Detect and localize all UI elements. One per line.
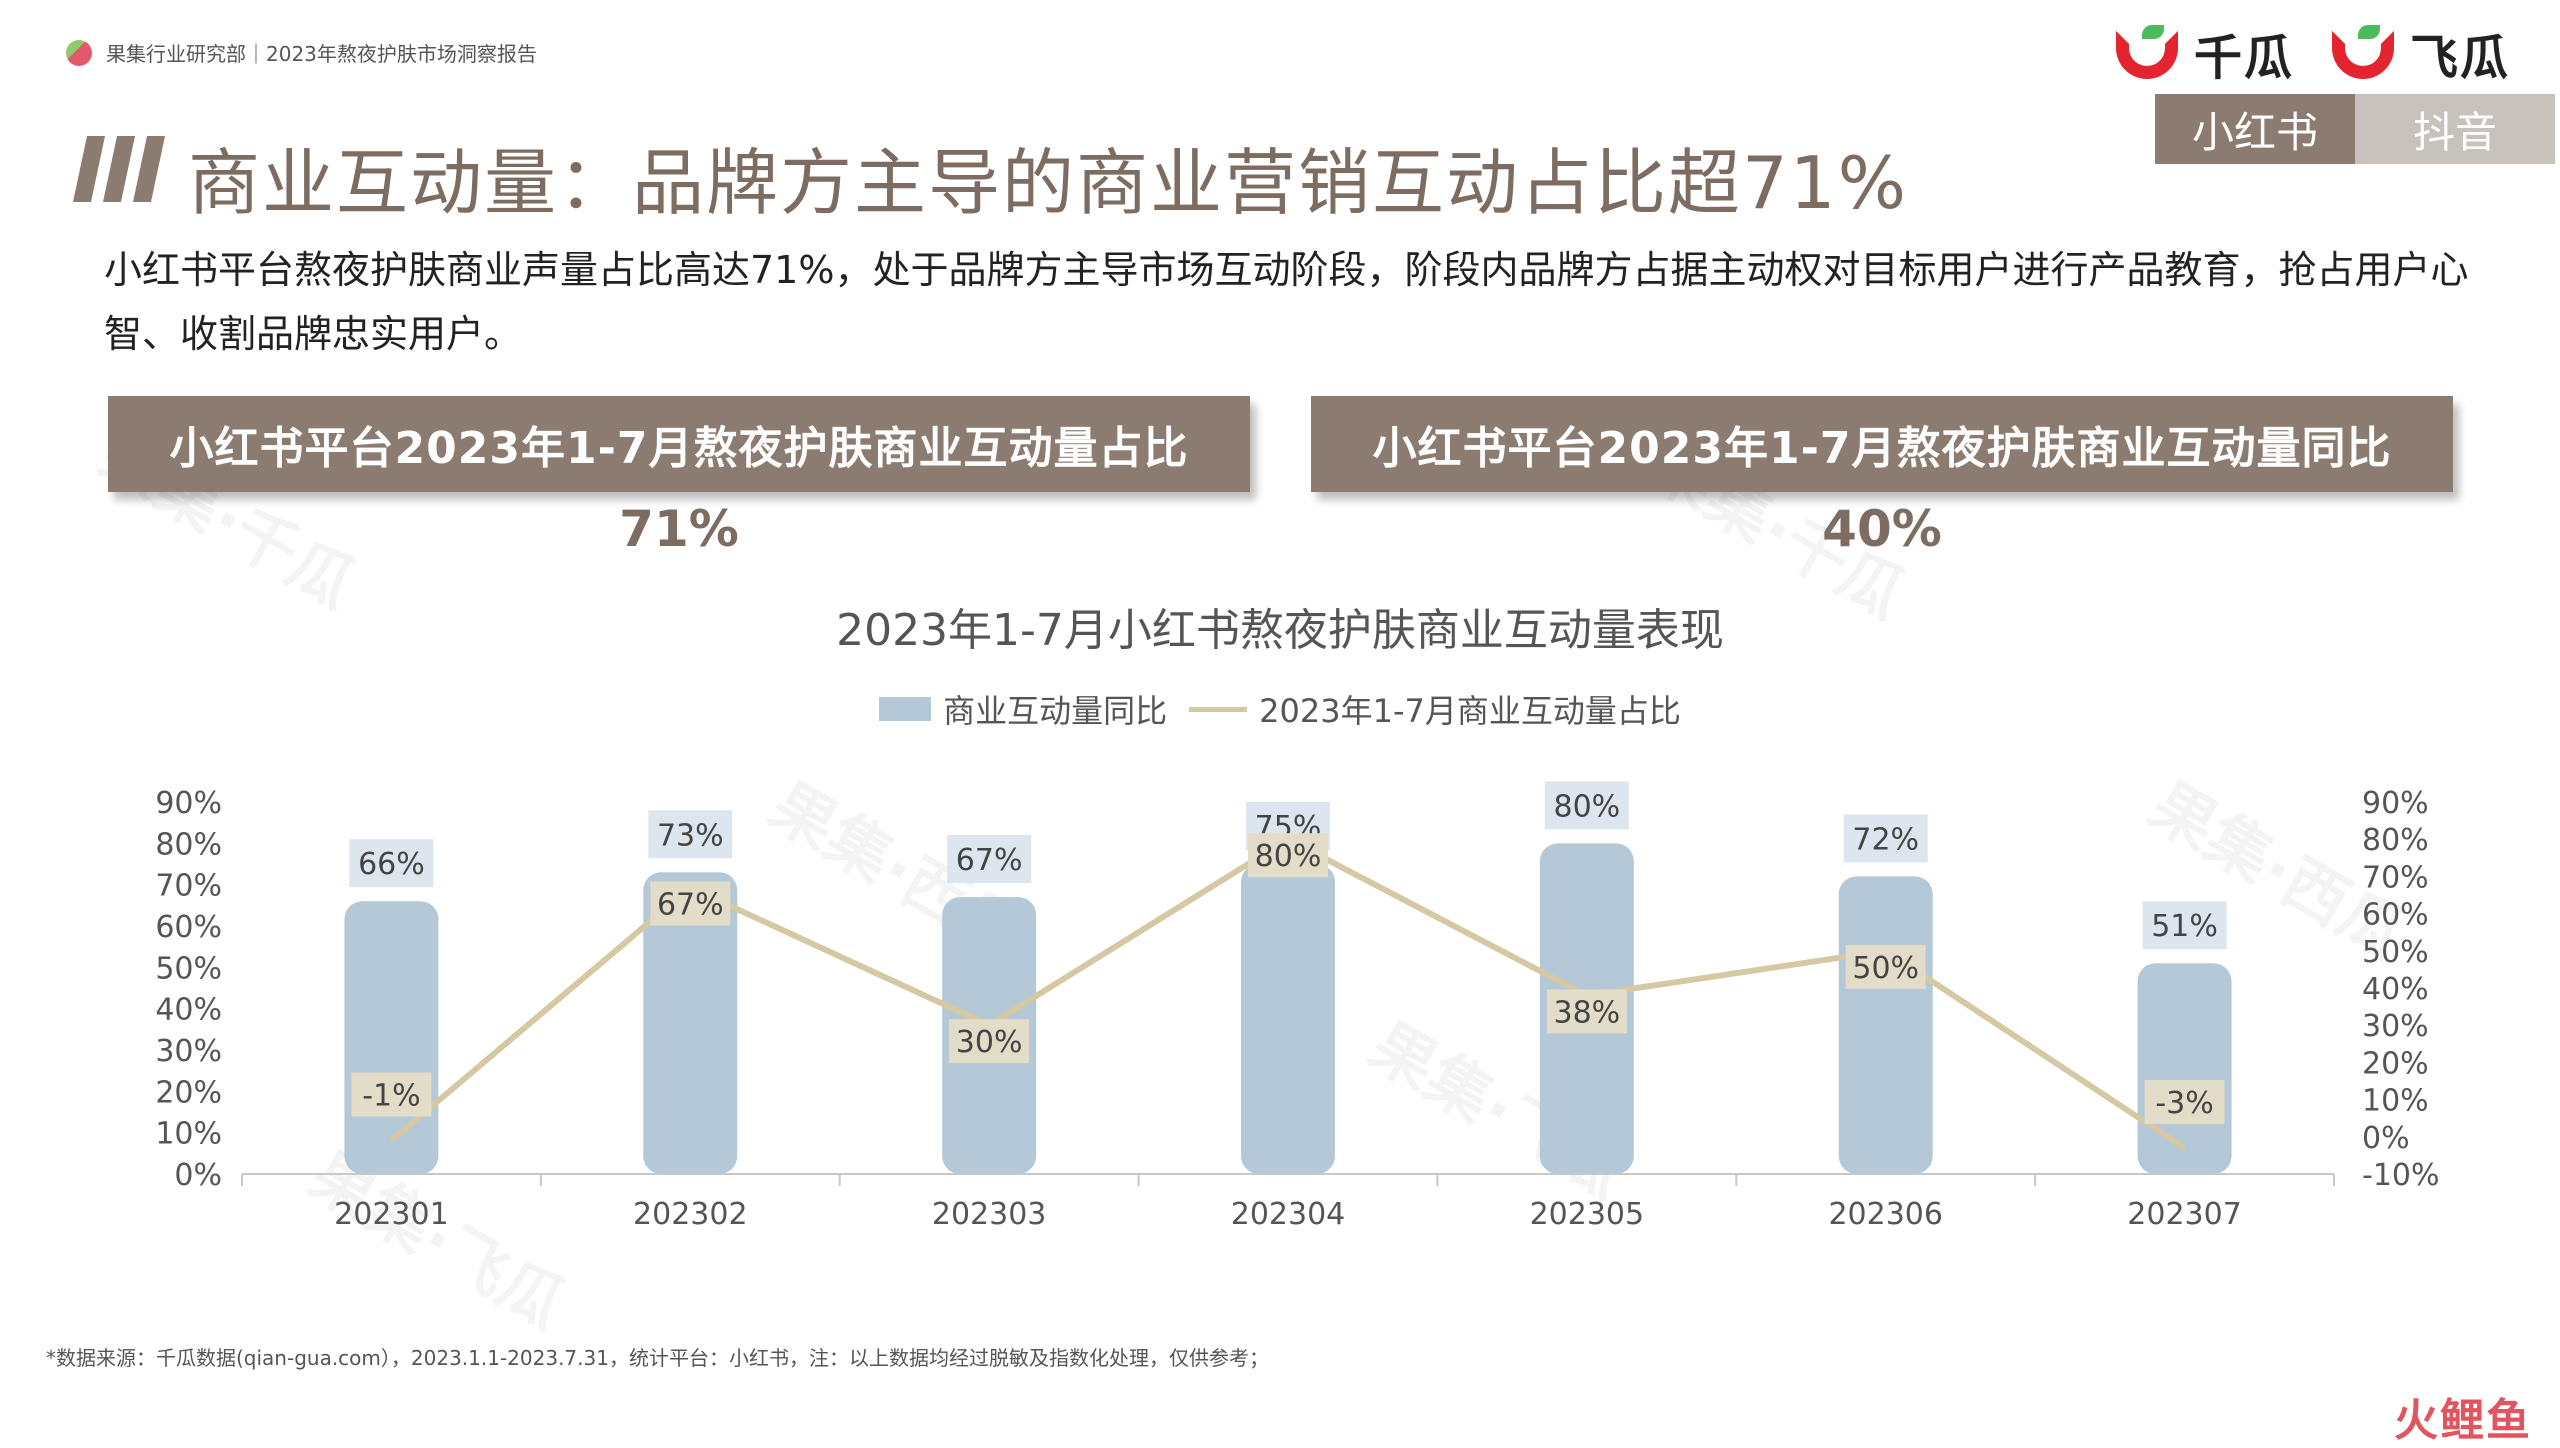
line-data-label: 80%	[1255, 839, 1322, 874]
line-label-bg	[650, 881, 731, 926]
bar	[344, 901, 439, 1174]
bar-label-bg	[947, 835, 1032, 884]
bar-label-bg	[2142, 901, 2227, 950]
bar-data-label: 72%	[1852, 822, 1919, 857]
melon-logo-icon	[2112, 25, 2186, 81]
x-tick-label: 202304	[1231, 1197, 1346, 1232]
legend-bar-label: 商业互动量同比	[943, 692, 1168, 730]
bar	[643, 872, 738, 1174]
line-label-bg	[1546, 989, 1627, 1034]
line-label-bg	[2144, 1079, 2225, 1124]
bar-data-label: 80%	[1554, 789, 1621, 824]
y-right-tick-label: 70%	[2362, 860, 2429, 895]
y-left-tick-label: 70%	[155, 869, 222, 904]
y-right-tick-label: 30%	[2362, 1009, 2429, 1044]
y-right-tick-label: 90%	[2362, 786, 2429, 821]
y-right-tick-label: 50%	[2362, 935, 2429, 970]
tab-douyin[interactable]: 抖音	[2355, 94, 2555, 164]
x-tick-label: 202307	[2127, 1197, 2242, 1232]
y-right-tick-label: 60%	[2362, 898, 2429, 933]
y-left-tick-label: 0%	[174, 1158, 222, 1193]
line-data-label: 38%	[1554, 995, 1621, 1030]
y-right-tick-label: 40%	[2362, 972, 2429, 1007]
line-label-bg	[351, 1072, 432, 1117]
bar-data-label: 66%	[358, 847, 425, 882]
bar-label-bg	[648, 810, 733, 859]
y-left-tick-label: 30%	[155, 1034, 222, 1069]
x-tick-label: 202302	[633, 1197, 748, 1232]
y-left-tick-label: 20%	[155, 1075, 222, 1110]
page-description: 小红书平台熬夜护肤商业声量占比高达71%，处于品牌方主导市场互动阶段，阶段内品牌…	[104, 248, 2469, 356]
page-title: 商业互动量：品牌方主导的商业营销互动占比超71%	[188, 141, 1909, 225]
bar-data-label: 73%	[657, 818, 724, 853]
x-tick-label: 202305	[1530, 1197, 1645, 1232]
line-data-label: 50%	[1852, 951, 1919, 986]
line-label-bg	[1845, 944, 1926, 989]
line-data-label: 67%	[657, 888, 724, 923]
qiangua-logo: 千瓜	[2112, 18, 2294, 88]
tab-xiaohongshu[interactable]: 小红书	[2155, 94, 2355, 164]
kpi-yoy-value: 40%	[1822, 500, 1942, 558]
x-tick-label: 202303	[932, 1197, 1047, 1232]
line-label-bg	[949, 1019, 1030, 1064]
y-right-tick-label: 10%	[2362, 1084, 2429, 1119]
qiangua-logo-text: 千瓜	[2193, 30, 2294, 86]
y-left-tick-label: 50%	[155, 951, 222, 986]
line-data-label: 30%	[956, 1025, 1023, 1060]
line-label-bg	[1248, 833, 1328, 878]
y-right-tick-label: -10%	[2362, 1158, 2440, 1193]
bar-label-bg	[1843, 814, 1928, 863]
feigua-logo: 飞瓜	[2328, 18, 2510, 88]
legend-bar-swatch	[879, 697, 932, 721]
line-data-label: -3%	[2155, 1086, 2213, 1121]
data-source-footnote: *数据来源：千瓜数据(qian-gua.com），2023.1.1-2023.7…	[46, 1346, 1269, 1370]
brand-dot-icon	[66, 39, 92, 66]
report-source-text: 果集行业研究部｜2023年熬夜护肤市场洞察报告	[106, 42, 537, 66]
bar-label-bg	[349, 839, 434, 888]
feigua-logo-text: 飞瓜	[2409, 30, 2510, 86]
y-left-tick-label: 40%	[155, 993, 222, 1028]
y-left-tick-label: 90%	[155, 786, 222, 821]
legend-item-bar: 商业互动量同比	[879, 686, 1167, 732]
bar	[2137, 963, 2232, 1174]
bar	[1241, 864, 1335, 1174]
y-right-tick-label: 80%	[2362, 823, 2429, 858]
line-data-label: -1%	[362, 1079, 420, 1114]
kpi-share-value: 71%	[619, 500, 739, 558]
y-left-tick-label: 10%	[155, 1117, 222, 1152]
kpi-share-label: 小红书平台2023年1-7月熬夜护肤商业互动量占比	[108, 396, 1250, 492]
platform-tabs: 小红书 抖音	[2155, 94, 2555, 164]
bar	[1838, 876, 1933, 1174]
report-source: 果集行业研究部｜2023年熬夜护肤市场洞察报告	[66, 38, 537, 67]
partner-logos: 千瓜 飞瓜	[2112, 18, 2510, 88]
brand-watermark-logo: 火鲤鱼	[2394, 1395, 2532, 1446]
y-right-tick-label: 0%	[2362, 1121, 2410, 1156]
x-tick-label: 202306	[1828, 1197, 1943, 1232]
y-right-tick-label: 20%	[2362, 1046, 2429, 1081]
legend-line-label: 2023年1-7月商业互动量占比	[1259, 692, 1681, 730]
bar-label-bg	[1544, 781, 1629, 830]
x-tick-label: 202301	[334, 1197, 449, 1232]
bar-data-label: 51%	[2151, 909, 2218, 944]
bar-data-label: 67%	[956, 843, 1023, 878]
kpi-yoy-label: 小红书平台2023年1-7月熬夜护肤商业互动量同比	[1311, 396, 2453, 492]
melon-logo-icon	[2328, 25, 2402, 81]
y-left-tick-label: 60%	[155, 910, 222, 945]
chart-title: 2023年1-7月小红书熬夜护肤商业互动量表现	[836, 605, 1724, 656]
chart-legend: 商业互动量同比 2023年1-7月商业互动量占比	[0, 686, 2560, 732]
y-left-tick-label: 80%	[155, 827, 222, 862]
legend-line-swatch	[1189, 706, 1248, 712]
legend-item-line: 2023年1-7月商业互动量占比	[1189, 686, 1681, 732]
